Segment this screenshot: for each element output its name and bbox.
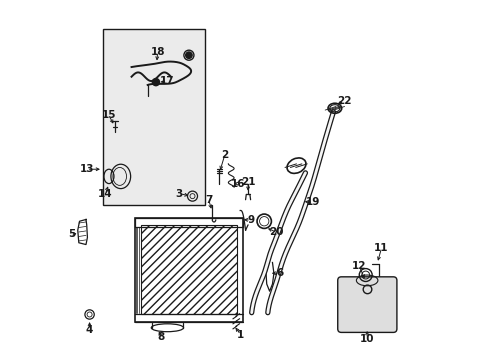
Text: 22: 22 (336, 96, 351, 106)
FancyBboxPatch shape (337, 277, 396, 332)
Text: 2: 2 (221, 150, 228, 160)
Bar (102, 30, 204, 205)
Circle shape (152, 78, 159, 86)
Text: 19: 19 (305, 197, 320, 207)
Bar (135, 218, 242, 321)
Circle shape (185, 52, 192, 58)
Text: 20: 20 (268, 227, 283, 237)
Text: 9: 9 (247, 215, 254, 225)
Text: 7: 7 (204, 195, 212, 205)
Text: 5: 5 (68, 229, 75, 239)
Text: 15: 15 (102, 111, 116, 121)
Text: 10: 10 (359, 334, 374, 344)
Text: 12: 12 (351, 261, 366, 271)
Text: 21: 21 (241, 177, 255, 187)
Text: 17: 17 (160, 76, 174, 86)
Text: 1: 1 (237, 330, 244, 340)
Text: 8: 8 (157, 332, 164, 342)
Text: 11: 11 (373, 243, 388, 253)
Text: 3: 3 (175, 189, 183, 199)
Text: 13: 13 (79, 164, 94, 174)
Bar (140, 225, 237, 315)
Text: 14: 14 (98, 189, 112, 199)
Text: 6: 6 (275, 268, 283, 278)
Text: 4: 4 (86, 325, 93, 335)
Text: 18: 18 (150, 46, 164, 57)
Text: 16: 16 (231, 179, 245, 189)
